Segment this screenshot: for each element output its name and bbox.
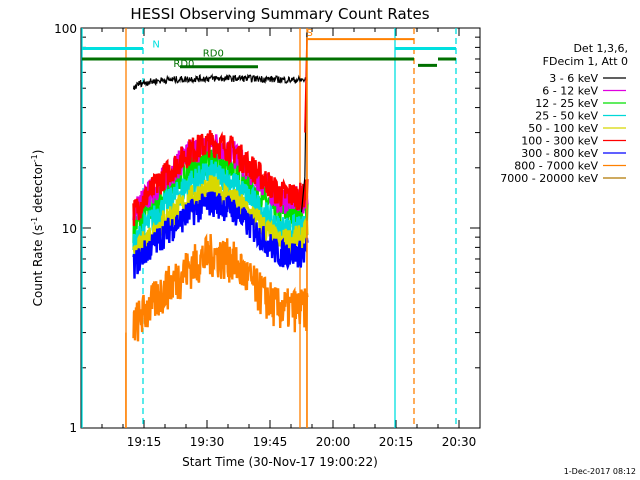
series-layer <box>125 32 309 428</box>
y-tick-label-10: 10 <box>62 222 77 236</box>
x-tick-label-2000: 20:00 <box>316 435 351 449</box>
boundary-lines <box>81 28 457 428</box>
legend-label: 25 - 50 keV <box>535 110 598 123</box>
x-tick-label-1915: 19:15 <box>127 435 162 449</box>
y-tick-label-1: 1 <box>69 421 77 435</box>
chart-title: HESSI Observing Summary Count Rates <box>130 5 429 23</box>
legend-label: 12 - 25 keV <box>535 97 598 110</box>
legend-label: 6 - 12 keV <box>542 85 598 98</box>
x-tick-label-1930: 19:30 <box>190 435 225 449</box>
series-line-4 <box>132 175 309 264</box>
y-tick-label-100: 100 <box>54 22 77 36</box>
annotation-label: S <box>307 28 313 39</box>
x-tick-label-2030: 20:30 <box>442 435 477 449</box>
legend-label: 3 - 6 keV <box>549 72 598 85</box>
legend-label: 100 - 300 keV <box>521 135 598 148</box>
series-line-0 <box>132 73 308 90</box>
y-axis-label: Count Rate (s-1 detector-1) <box>30 150 45 307</box>
legend-header-detectors: Det 1,3,6, <box>573 42 628 55</box>
series-line-5 <box>132 130 309 227</box>
footer-timestamp: 1-Dec-2017 08:12 <box>564 467 636 476</box>
legend-label: 7000 - 20000 keV <box>500 172 598 185</box>
legend-label: 300 - 800 keV <box>521 147 598 160</box>
annotation-label: N <box>152 39 159 50</box>
x-tick-label-2015: 20:15 <box>379 435 414 449</box>
legend-label: 50 - 100 keV <box>528 122 598 135</box>
annotation-label: RD0 <box>203 49 224 60</box>
legend-label: 800 - 7000 keV <box>514 160 598 173</box>
legend-header-fdecim: FDecim 1, Att 0 <box>543 55 628 68</box>
x-tick-label-1945: 19:45 <box>253 435 288 449</box>
x-axis-label: Start Time (30-Nov-17 19:00:22) <box>182 455 378 469</box>
series-line-7 <box>132 233 309 342</box>
tick-marks <box>81 27 481 429</box>
series-line-6 <box>132 191 309 279</box>
annotation-label: RD0 <box>173 59 194 70</box>
flag-bars: N RD0 RD0 S <box>82 28 456 70</box>
